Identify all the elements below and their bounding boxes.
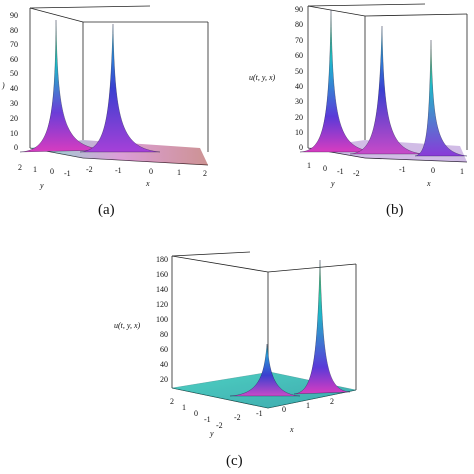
y-tick: 2 bbox=[18, 163, 22, 172]
surface-peak-1 bbox=[299, 9, 376, 153]
y-tick: 1 bbox=[307, 161, 311, 170]
surface-peak-2 bbox=[79, 23, 161, 153]
z-tick: 90 bbox=[10, 11, 18, 20]
plot-a: 0 10 20 30 40 50 60 70 80 90 ) 2 1 0 -1 … bbox=[1, 5, 209, 190]
z-tick: 140 bbox=[156, 285, 168, 294]
panel-a: 0 10 20 30 40 50 60 70 80 90 ) 2 1 0 -1 … bbox=[0, 0, 220, 200]
z-tick: 80 bbox=[295, 20, 303, 29]
y-axis: 2 1 0 -1 y bbox=[18, 163, 71, 190]
x-tick: -2 bbox=[234, 413, 241, 422]
z-tick: 40 bbox=[10, 84, 18, 93]
z-tick: 60 bbox=[295, 51, 303, 60]
z-tick: 60 bbox=[10, 55, 18, 64]
y-tick: 1 bbox=[33, 165, 37, 174]
z-tick: 20 bbox=[160, 375, 168, 384]
panel-b: 0 10 20 30 40 50 60 70 80 90 u(t, y, x) … bbox=[245, 0, 474, 200]
x-axis-label: x bbox=[145, 179, 150, 188]
caption-b: (b) bbox=[386, 202, 404, 218]
x-axis-label: x bbox=[289, 425, 294, 434]
y-axis: 1 0 -1 -2 y bbox=[307, 161, 360, 188]
z-tick: 0 bbox=[299, 143, 303, 152]
z-tick: 70 bbox=[295, 36, 303, 45]
x-tick: 1 bbox=[306, 401, 310, 410]
z-axis: 0 10 20 30 40 50 60 70 80 90 ) bbox=[1, 11, 18, 152]
z-axis-label: ) bbox=[1, 81, 5, 90]
y-axis-label: y bbox=[330, 179, 335, 188]
z-tick: 20 bbox=[10, 114, 18, 123]
z-tick: 40 bbox=[160, 360, 168, 369]
surface-peak-2 bbox=[349, 25, 424, 155]
z-tick: 80 bbox=[160, 330, 168, 339]
z-tick: 70 bbox=[10, 40, 18, 49]
y-tick: 1 bbox=[182, 403, 186, 412]
y-tick: -2 bbox=[353, 169, 360, 178]
y-axis: 2 1 0 -1 -2 y bbox=[170, 397, 223, 438]
y-tick: -1 bbox=[64, 169, 71, 178]
y-tick: 0 bbox=[50, 167, 54, 176]
panel-c: 20 40 60 80 100 120 140 160 180 u(t, y, … bbox=[110, 248, 370, 448]
z-tick: 50 bbox=[10, 69, 18, 78]
x-tick: 2 bbox=[203, 169, 207, 178]
x-tick: 0 bbox=[282, 405, 286, 414]
y-axis-label: y bbox=[209, 429, 214, 438]
y-tick: -2 bbox=[216, 421, 223, 430]
z-tick: 60 bbox=[160, 345, 168, 354]
x-tick: -1 bbox=[115, 166, 122, 175]
plot-b: 0 10 20 30 40 50 60 70 80 90 u(t, y, x) … bbox=[249, 3, 468, 188]
y-tick: 0 bbox=[323, 164, 327, 173]
z-tick: 30 bbox=[10, 99, 18, 108]
z-tick: 10 bbox=[10, 129, 18, 138]
z-tick: 160 bbox=[156, 270, 168, 279]
z-tick: 40 bbox=[295, 82, 303, 91]
y-tick: 2 bbox=[170, 397, 174, 406]
z-tick: 20 bbox=[295, 113, 303, 122]
x-tick: -1 bbox=[399, 165, 406, 174]
caption-c: (c) bbox=[226, 453, 243, 469]
z-tick: 100 bbox=[156, 315, 168, 324]
x-axis: -2 -1 0 1 2 x bbox=[86, 165, 207, 188]
z-tick: 50 bbox=[295, 67, 303, 76]
z-axis-label: u(t, y, x) bbox=[249, 73, 276, 82]
x-tick: 0 bbox=[149, 167, 153, 176]
bounding-box bbox=[307, 3, 468, 163]
surface-peak-1 bbox=[19, 19, 111, 153]
x-tick: 1 bbox=[460, 167, 464, 176]
z-tick: 180 bbox=[156, 255, 168, 264]
z-tick: 90 bbox=[295, 5, 303, 14]
y-tick: 0 bbox=[194, 409, 198, 418]
z-axis: 20 40 60 80 100 120 140 160 180 u(t, y, … bbox=[114, 255, 168, 384]
caption-a: (a) bbox=[98, 202, 115, 218]
y-tick: -1 bbox=[337, 167, 344, 176]
z-axis-label: u(t, y, x) bbox=[114, 321, 141, 330]
z-tick: 10 bbox=[295, 128, 303, 137]
z-tick: 80 bbox=[10, 26, 18, 35]
z-axis: 0 10 20 30 40 50 60 70 80 90 u(t, y, x) bbox=[249, 5, 303, 152]
z-tick: 120 bbox=[156, 300, 168, 309]
z-tick: 0 bbox=[14, 143, 18, 152]
x-tick: 2 bbox=[330, 397, 334, 406]
plot-c: 20 40 60 80 100 120 140 160 180 u(t, y, … bbox=[114, 251, 357, 438]
z-tick: 30 bbox=[295, 97, 303, 106]
x-axis: -2 -1 0 1 2 x bbox=[234, 397, 334, 434]
surface-peak-1 bbox=[229, 343, 301, 397]
y-tick: -1 bbox=[204, 415, 211, 424]
surface-peak-3 bbox=[414, 39, 468, 157]
y-axis-label: y bbox=[39, 181, 44, 190]
x-tick: -1 bbox=[256, 409, 263, 418]
x-tick: 0 bbox=[431, 166, 435, 175]
surface-peak-2 bbox=[293, 259, 351, 395]
x-axis: -1 0 1 x bbox=[399, 165, 464, 188]
x-tick: 1 bbox=[177, 168, 181, 177]
x-axis-label: x bbox=[426, 179, 431, 188]
x-tick: -2 bbox=[86, 165, 93, 174]
